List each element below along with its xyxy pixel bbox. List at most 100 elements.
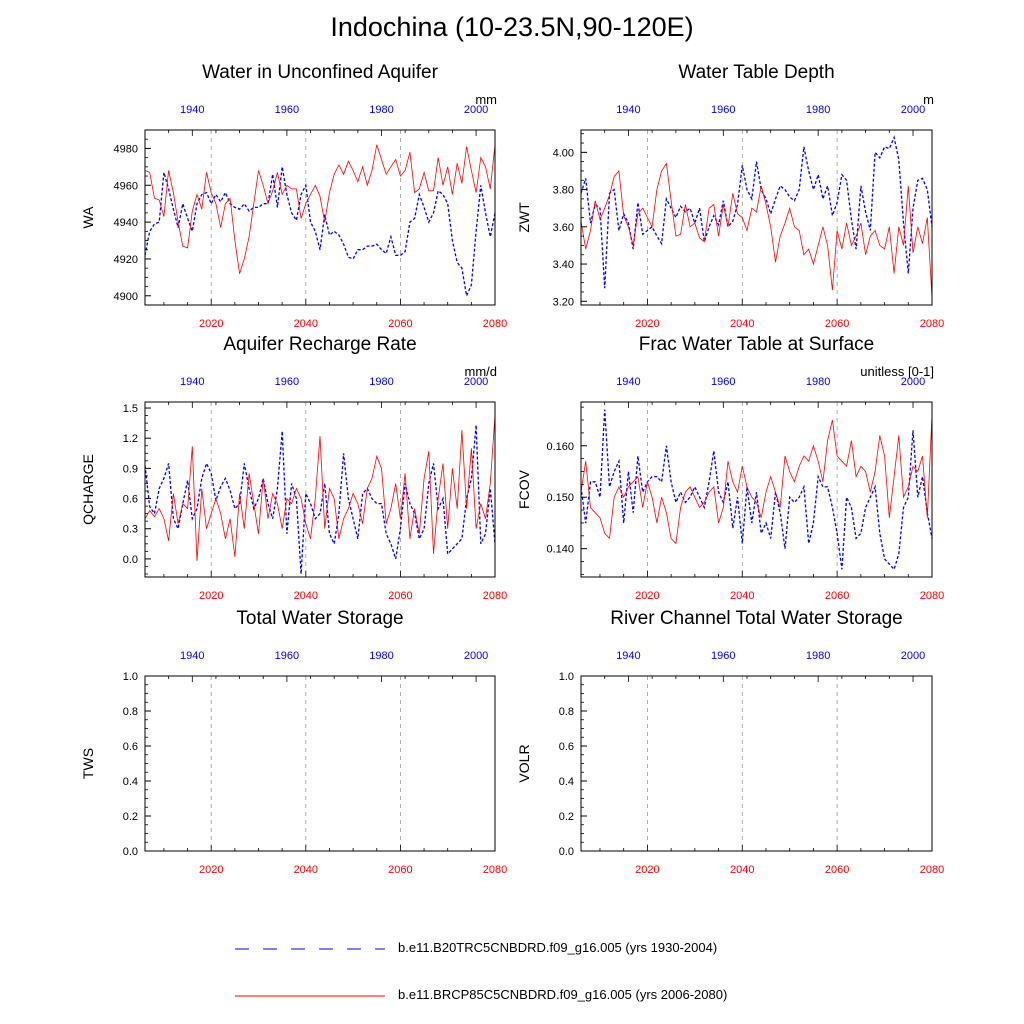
- panel-2-units: m: [923, 92, 934, 107]
- panel-2-xtick-label-bottom: 2060: [825, 318, 849, 330]
- panel-3-xtick-label-bottom: 2040: [294, 590, 318, 602]
- panel-1-xtick-label-bottom: 2060: [388, 318, 412, 330]
- panel-5-xtick-label-bottom: 2040: [294, 864, 318, 876]
- panel-2-xtick-label-bottom: 2080: [920, 318, 944, 330]
- panel-2-ytick-label: 3.80: [553, 185, 574, 197]
- panel-6-ytick-label: 0.8: [559, 706, 574, 718]
- panel-5-ytick-label: 0.2: [123, 811, 138, 823]
- panel-2-ytick-label: 3.60: [553, 222, 574, 234]
- panel-6-title: River Channel Total Water Storage: [610, 608, 903, 629]
- panel-3-units: mm/d: [465, 364, 498, 379]
- panel-1-ylabel: WA: [80, 206, 96, 229]
- panel-3-xtick-label-top: 1960: [275, 376, 299, 388]
- panel-3-series-historical: [145, 425, 495, 575]
- panel-2-ylabel: ZWT: [516, 202, 532, 233]
- panel-2-ytick-label: 3.40: [553, 259, 574, 271]
- panel-5-ytick-label: 1.0: [123, 671, 138, 683]
- panel-4-units: unitless [0-1]: [860, 364, 934, 379]
- panel-5-ytick-label: 0.0: [123, 846, 138, 858]
- panel-5-xtick-label-top: 1940: [180, 650, 204, 662]
- panel-5-xtick-label-top: 2000: [464, 650, 488, 662]
- panel-3-xtick-label-bottom: 2080: [483, 590, 507, 602]
- panel-4-xtick-label-bottom: 2040: [730, 590, 754, 602]
- panel-3-xtick-label-bottom: 2020: [199, 590, 223, 602]
- panel-1-frame: [144, 129, 496, 306]
- panel-1-ytick-label: 4920: [114, 254, 138, 266]
- panel-4-xtick-label-top: 2000: [901, 376, 925, 388]
- panel-1-xtick-label-top: 1940: [180, 104, 204, 116]
- panel-6-ytick-label: 0.6: [559, 741, 574, 753]
- panel-3-ylabel: QCHARGE: [80, 454, 96, 525]
- panel-3-xtick-label-bottom: 2060: [388, 590, 412, 602]
- panel-1-ytick-label: 4940: [114, 217, 138, 229]
- panel-4-xtick-label-bottom: 2080: [920, 590, 944, 602]
- panel-2-ytick-label: 4.00: [553, 147, 574, 159]
- panel-3-title: Aquifer Recharge Rate: [223, 334, 416, 355]
- panel-6-xtick-label-bottom: 2020: [635, 864, 659, 876]
- panel-5-xtick-label-bottom: 2060: [388, 864, 412, 876]
- panel-4-series-historical: [581, 409, 932, 571]
- panel-1-series-future: [145, 144, 495, 274]
- panel-3-frame: [144, 401, 496, 578]
- panel-4-frame: [580, 401, 933, 578]
- panel-1-xtick-label-top: 2000: [464, 104, 488, 116]
- panel-2-ytick-label: 3.20: [553, 296, 574, 308]
- panel-6-xtick-label-top: 1980: [806, 650, 830, 662]
- panel-5-ytick-label: 0.8: [123, 706, 138, 718]
- panel-4-xtick-label-bottom: 2060: [825, 590, 849, 602]
- panel-3-xtick-label-top: 1940: [180, 376, 204, 388]
- panel-2-xtick-label-top: 1960: [711, 104, 735, 116]
- panel-6-frame: [580, 675, 933, 852]
- panel-5-xtick-label-top: 1980: [369, 650, 393, 662]
- panel-4-xtick-label-top: 1980: [806, 376, 830, 388]
- panel-5-xtick-label-top: 1960: [275, 650, 299, 662]
- panel-2-xtick-label-bottom: 2020: [635, 318, 659, 330]
- panel-4-xtick-label-top: 1940: [616, 376, 640, 388]
- panel-1-units: mm: [475, 92, 497, 107]
- panel-5-xtick-label-bottom: 2080: [483, 864, 507, 876]
- panel-6-ytick-label: 0.0: [559, 846, 574, 858]
- panel-4-ytick-label: 0.150: [546, 492, 574, 504]
- panel-1-xtick-label-bottom: 2080: [483, 318, 507, 330]
- panel-2-title: Water Table Depth: [678, 62, 834, 83]
- panel-1-ytick-label: 4900: [114, 291, 138, 303]
- panel-6-ytick-label: 0.4: [559, 776, 574, 788]
- panel-5-ytick-label: 0.6: [123, 741, 138, 753]
- panel-3-ytick-label: 1.2: [123, 433, 138, 445]
- panel-4-ytick-label: 0.140: [546, 544, 574, 556]
- panel-2-series-historical: [581, 135, 932, 289]
- panel-3-ytick-label: 1.5: [123, 403, 138, 415]
- panel-2-xtick-label-top: 1940: [616, 104, 640, 116]
- panel-5-title: Total Water Storage: [236, 608, 403, 629]
- panel-3-xtick-label-top: 2000: [464, 376, 488, 388]
- panel-1-xtick-label-bottom: 2020: [199, 318, 223, 330]
- panel-6-xtick-label-top: 1960: [711, 650, 735, 662]
- panel-2-series-future: [581, 162, 932, 298]
- panel-4-xtick-label-bottom: 2020: [635, 590, 659, 602]
- panel-1-xtick-label-top: 1960: [275, 104, 299, 116]
- panel-5-frame: [144, 675, 496, 852]
- panel-1-xtick-label-top: 1980: [369, 104, 393, 116]
- panel-3-ytick-label: 0.6: [123, 494, 138, 506]
- panel-2-xtick-label-top: 2000: [901, 104, 925, 116]
- panel-4-series-future: [581, 414, 932, 545]
- panel-3-ytick-label: 0.0: [123, 554, 138, 566]
- panel-3-xtick-label-top: 1980: [369, 376, 393, 388]
- panel-6-xtick-label-bottom: 2040: [730, 864, 754, 876]
- panel-4-xtick-label-top: 1960: [711, 376, 735, 388]
- panel-1-series-historical: [145, 166, 495, 299]
- panel-2-frame: [580, 129, 933, 306]
- page-title: Indochina (10-23.5N,90-120E): [330, 12, 694, 42]
- panel-6-xtick-label-bottom: 2080: [920, 864, 944, 876]
- panel-1-ytick-label: 4960: [114, 180, 138, 192]
- panel-1-xtick-label-bottom: 2040: [294, 318, 318, 330]
- panel-5-ytick-label: 0.4: [123, 776, 138, 788]
- panel-6-xtick-label-top: 2000: [901, 650, 925, 662]
- panel-5-ylabel: TWS: [80, 748, 96, 779]
- panel-3-ytick-label: 0.9: [123, 463, 138, 475]
- panel-4-ytick-label: 0.160: [546, 441, 574, 453]
- legend-label-future: b.e11.BRCP85C5CNBDRD.f09_g16.005 (yrs 20…: [398, 987, 728, 1002]
- panel-4-title: Frac Water Table at Surface: [639, 334, 875, 355]
- panel-6-ylabel: VOLR: [516, 744, 532, 782]
